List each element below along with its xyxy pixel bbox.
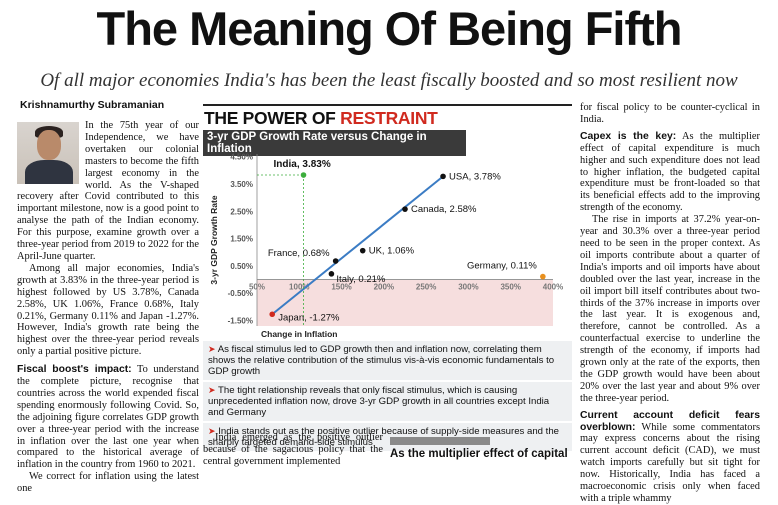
- data-point: [402, 206, 408, 212]
- left-paragraph-1: In the 75th year of our Independence, we…: [17, 120, 199, 262]
- data-label: Canada, 2.58%: [411, 204, 477, 215]
- y-tick-label: 2.50%: [230, 207, 253, 216]
- graphic-title: THE POWER OF RESTRAINT: [203, 106, 572, 128]
- note-arrow-icon: ➤: [208, 344, 216, 354]
- graphic-note-3-text: India stands out as the positive outlier…: [208, 426, 560, 448]
- y-tick-label: 0.50%: [230, 262, 253, 271]
- right-paragraph-0: for fiscal policy to be counter-cyclical…: [580, 102, 760, 125]
- graphic-note-2-text: The tight relationship reveals that only…: [208, 385, 550, 418]
- author-photo: [17, 122, 79, 184]
- right-column: for fiscal policy to be counter-cyclical…: [580, 102, 760, 505]
- graphic-note-2: ➤ The tight relationship reveals that on…: [203, 382, 572, 421]
- sidebar-box-heading: As the multiplier effect of capital: [390, 437, 580, 460]
- left-paragraph-3-text: To understand the complete picture, reco…: [17, 364, 200, 471]
- right-paragraph-1: Capex is the key: As the multiplier effe…: [580, 131, 760, 214]
- left-paragraph-3: Fiscal boost's impact: To understand the…: [17, 364, 199, 471]
- data-label: USA, 3.78%: [449, 171, 501, 182]
- data-label: France, 0.68%: [268, 248, 330, 259]
- middle-column: India emerged as the positive outlier be…: [203, 432, 383, 468]
- data-label: Japan, -1.27%: [278, 312, 340, 323]
- y-axis-label: 3-yr GDP Growth Rate: [209, 195, 219, 284]
- x-tick-label: 50%: [249, 283, 265, 292]
- data-point: [328, 271, 335, 277]
- data-point: [300, 172, 307, 178]
- right-paragraph-2: The rise in imports at 37.2% year-on-yea…: [580, 214, 760, 404]
- trend-line: [271, 175, 444, 316]
- y-tick-label: 4.50%: [230, 153, 253, 162]
- left-column: In the 75th year of our Independence, we…: [17, 120, 199, 495]
- right-paragraph-3-text: While some commentators may express conc…: [580, 421, 760, 504]
- y-tick-label: 3.50%: [230, 180, 253, 189]
- note-arrow-icon: ➤: [208, 426, 216, 436]
- sidebar-box-title: As the multiplier effect of capital: [390, 448, 568, 460]
- left-paragraph-4: We correct for inflation using the lates…: [17, 471, 199, 495]
- infographic: THE POWER OF RESTRAINT 3-yr GDP Growth R…: [203, 104, 572, 451]
- subhead-capex: Capex is the key:: [580, 130, 677, 142]
- data-point: [540, 273, 546, 280]
- left-paragraph-2: Among all major economies, India's growt…: [17, 262, 199, 358]
- right-paragraph-3: Current account deficit fears overblown:…: [580, 410, 760, 505]
- graphic-title-red: RESTRAINT: [340, 108, 438, 128]
- x-tick-label: 400%: [543, 283, 563, 292]
- x-tick-label: 250%: [416, 283, 436, 292]
- graphic-note-3: ➤ India stands out as the positive outli…: [203, 423, 572, 451]
- data-label: India, 3.83%: [274, 159, 331, 170]
- x-tick-label: 200%: [374, 283, 394, 292]
- y-tick-label: -0.50%: [228, 289, 253, 298]
- data-label: Germany, 0.11%: [467, 261, 537, 272]
- graphic-title-black: THE POWER OF: [204, 108, 341, 128]
- y-tick-label: 1.50%: [230, 235, 253, 244]
- graphic-subtitle: 3-yr GDP Growth Rate versus Change in In…: [203, 130, 466, 156]
- data-point: [269, 311, 276, 318]
- y-tick-label: -1.50%: [228, 317, 253, 326]
- sidebar-box-bar: [390, 437, 490, 445]
- x-tick-label: 150%: [331, 283, 351, 292]
- subhead-cad: Current account deficit fears overblown:: [580, 409, 760, 433]
- subhead-fiscal-boost: Fiscal boost's impact:: [17, 364, 132, 376]
- data-label: UK, 1.06%: [369, 246, 415, 257]
- graphic-note-1-text: As fiscal stimulus led to GDP growth the…: [208, 344, 555, 377]
- deck: Of all major economies India's has been …: [40, 70, 738, 91]
- byline: Krishnamurthy Subramanian: [20, 99, 165, 111]
- x-tick-label: 100%: [289, 283, 309, 292]
- right-paragraph-1-text: As the multiplier effect of capital expe…: [580, 130, 760, 214]
- x-tick-label: 300%: [458, 283, 478, 292]
- x-axis-label: Change in Inflation: [261, 329, 338, 339]
- scatter-chart: 4.50% 3.50% 2.50% 1.50% 0.50% -0.50% -1.50% 50%…: [209, 153, 563, 339]
- graphic-note-1: ➤ As fiscal stimulus led to GDP growth t…: [203, 341, 572, 380]
- data-point: [332, 258, 339, 264]
- headline: The Meaning Of Being Fifth: [96, 2, 683, 55]
- data-point: [440, 173, 446, 180]
- graphic-notes: ➤ As fiscal stimulus led to GDP growth t…: [203, 341, 572, 453]
- x-tick-label: 350%: [500, 283, 520, 292]
- middle-paragraph-1: India emerged as the positive outlier be…: [203, 432, 383, 467]
- data-point: [359, 247, 366, 254]
- data-label: Italy, 0.21%: [336, 274, 385, 285]
- note-arrow-icon: ➤: [208, 385, 216, 395]
